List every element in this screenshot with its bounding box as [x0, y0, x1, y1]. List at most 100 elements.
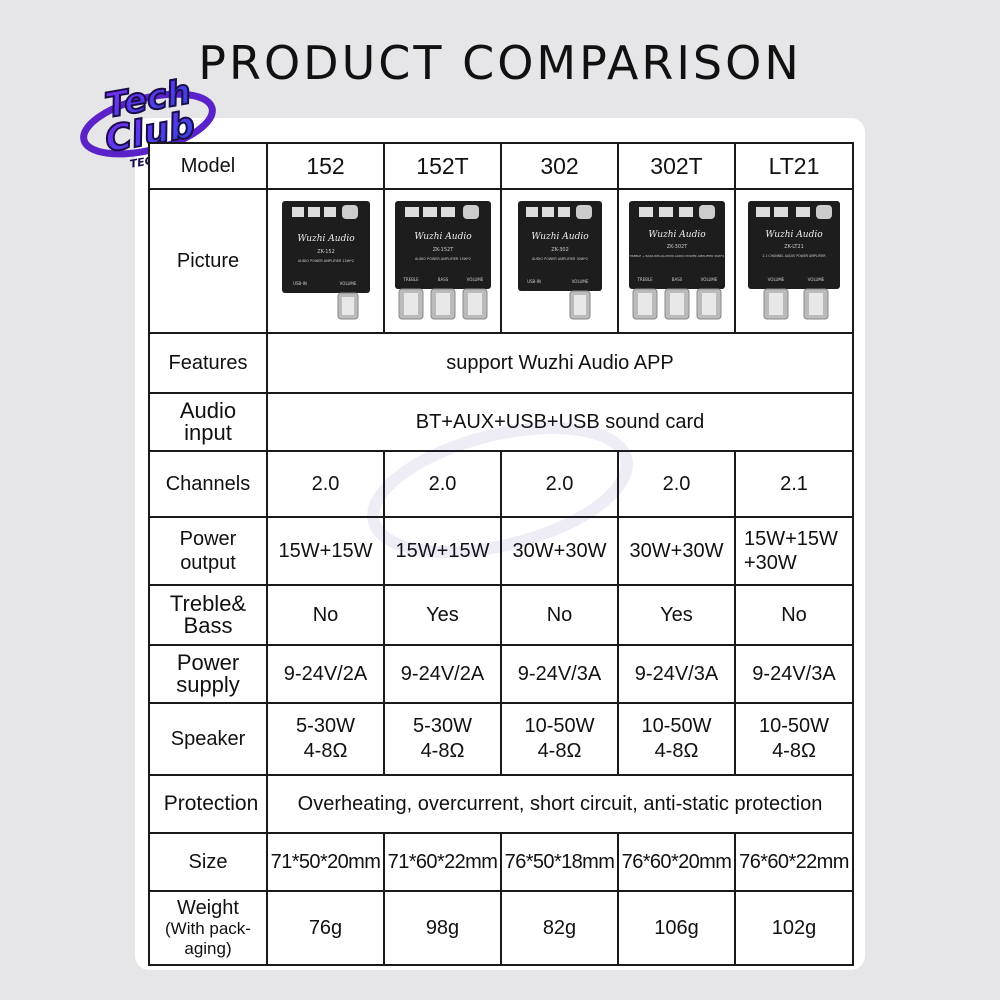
size-value: 71*60*22mm	[383, 832, 502, 892]
amplifier-board-302t-image: Wuzhi Audio ZK-302T TREBLE + BASS REGULA…	[628, 201, 725, 320]
model-302t: 302T	[617, 142, 736, 190]
power-output-value: 30W+30W	[617, 516, 736, 586]
treble-bass-label: Treble& Bass	[148, 584, 268, 646]
row-model: Model 152 152T 302 302T LT21	[148, 142, 854, 190]
svg-text:TREBLE: TREBLE	[402, 277, 419, 282]
weight-value: 98g	[383, 890, 502, 966]
power-output-label: Power output	[148, 516, 268, 586]
size-value: 76*50*18mm	[500, 832, 619, 892]
svg-text:VOLUME: VOLUME	[466, 277, 483, 282]
picture-label: Picture	[148, 188, 268, 334]
svg-text:Wuzhi Audio: Wuzhi Audio	[648, 230, 706, 240]
treble-bass-value: No	[266, 584, 385, 646]
svg-text:TREBLE + BASS REGULATION AUDIO: TREBLE + BASS REGULATION AUDIO POWER AMP…	[628, 254, 724, 258]
channels-value: 2.1	[734, 450, 854, 518]
svg-text:ZK-302T: ZK-302T	[666, 244, 688, 250]
weight-value: 102g	[734, 890, 854, 966]
row-channels: Channels 2.0 2.0 2.0 2.0 2.1	[148, 450, 854, 518]
row-size: Size 71*50*20mm 71*60*22mm 76*50*18mm 76…	[148, 832, 854, 892]
board-152t-cell: Wuzhi Audio ZK-152T AUDIO POWER AMPLIFIE…	[383, 188, 502, 334]
model-152t: 152T	[383, 142, 502, 190]
svg-text:BASS: BASS	[437, 277, 448, 282]
size-value: 71*50*20mm	[266, 832, 385, 892]
svg-text:USB-IN: USB-IN	[293, 281, 307, 286]
treble-bass-value: No	[734, 584, 854, 646]
channels-value: 2.0	[266, 450, 385, 518]
row-protection: Protection Overheating, overcurrent, sho…	[148, 774, 854, 834]
svg-text:AUDIO POWER AMPLIFIER 30W*2: AUDIO POWER AMPLIFIER 30W*2	[531, 257, 587, 261]
svg-text:VOLUME: VOLUME	[571, 279, 588, 284]
svg-text:BASS: BASS	[671, 277, 682, 282]
row-audio-input: Audio input BT+AUX+USB+USB sound card	[148, 392, 854, 452]
speaker-value: 10-50W 4-8Ω	[500, 702, 619, 776]
model-label: Model	[148, 142, 268, 190]
weight-value: 106g	[617, 890, 736, 966]
size-value: 76*60*20mm	[617, 832, 736, 892]
model-302: 302	[500, 142, 619, 190]
power-supply-value: 9-24V/3A	[734, 644, 854, 704]
power-supply-label: Power supply	[148, 644, 268, 704]
svg-text:ZK-152T: ZK-152T	[432, 247, 454, 253]
row-features: Features support Wuzhi Audio APP	[148, 332, 854, 394]
board-152-cell: Wuzhi Audio ZK-152 AUDIO POWER AMPLIFIER…	[266, 188, 385, 334]
svg-text:AUDIO POWER AMPLIFIER 15W*2: AUDIO POWER AMPLIFIER 15W*2	[297, 259, 353, 263]
treble-bass-value: Yes	[383, 584, 502, 646]
row-weight: Weight (With pack-aging) 76g 98g 82g 106g…	[148, 890, 854, 966]
row-picture: Picture Wuzhi Audio ZK-152 AUDIO POWER A…	[148, 188, 854, 334]
weight-value: 76g	[266, 890, 385, 966]
power-supply-value: 9-24V/2A	[266, 644, 385, 704]
treble-bass-value: Yes	[617, 584, 736, 646]
channels-value: 2.0	[500, 450, 619, 518]
svg-text:VOLUME: VOLUME	[339, 281, 356, 286]
audio-input-label: Audio input	[148, 392, 268, 452]
svg-text:VOLUME: VOLUME	[700, 277, 717, 282]
power-output-value: 30W+30W	[500, 516, 619, 586]
board-302t-cell: Wuzhi Audio ZK-302T TREBLE + BASS REGULA…	[617, 188, 736, 334]
svg-text:ZK-LT21: ZK-LT21	[784, 244, 804, 250]
size-label: Size	[148, 832, 268, 892]
board-lt21-cell: Wuzhi Audio ZK-LT21 2.1 CHANNEL AUDIO PO…	[734, 188, 854, 334]
model-152: 152	[266, 142, 385, 190]
power-supply-value: 9-24V/3A	[617, 644, 736, 704]
svg-text:Wuzhi Audio: Wuzhi Audio	[765, 230, 823, 240]
power-output-value: 15W+15W	[383, 516, 502, 586]
power-output-value-lt21: 15W+15W +30W	[734, 516, 854, 586]
svg-text:AUDIO POWER AMPLIFIER 15W*2: AUDIO POWER AMPLIFIER 15W*2	[414, 257, 470, 261]
protection-value: Overheating, overcurrent, short circuit,…	[266, 774, 854, 834]
weight-value: 82g	[500, 890, 619, 966]
svg-text:Wuzhi Audio: Wuzhi Audio	[531, 232, 589, 242]
svg-text:ZK-152: ZK-152	[317, 249, 335, 255]
svg-text:USB-IN: USB-IN	[527, 279, 541, 284]
features-value: support Wuzhi Audio APP	[266, 332, 854, 394]
channels-value: 2.0	[383, 450, 502, 518]
svg-text:ZK-302: ZK-302	[551, 247, 569, 253]
channels-label: Channels	[148, 450, 268, 518]
row-power-output: Power output 15W+15W 15W+15W 30W+30W 30W+…	[148, 516, 854, 586]
speaker-value: 10-50W 4-8Ω	[617, 702, 736, 776]
channels-value: 2.0	[617, 450, 736, 518]
treble-bass-value: No	[500, 584, 619, 646]
speaker-value: 5-30W 4-8Ω	[266, 702, 385, 776]
page-title: PRODUCT COMPARISON	[198, 36, 802, 90]
features-label: Features	[148, 332, 268, 394]
row-treble-bass: Treble& Bass No Yes No Yes No	[148, 584, 854, 646]
svg-text:Wuzhi Audio: Wuzhi Audio	[414, 232, 472, 242]
weight-label: Weight (With pack-aging)	[148, 890, 268, 966]
comparison-table: Model 152 152T 302 302T LT21 Picture Wuz…	[148, 142, 854, 966]
speaker-value: 10-50W 4-8Ω	[734, 702, 854, 776]
protection-label: Protection	[148, 774, 268, 834]
amplifier-board-152t-image: Wuzhi Audio ZK-152T AUDIO POWER AMPLIFIE…	[394, 201, 491, 320]
row-speaker: Speaker 5-30W 4-8Ω 5-30W 4-8Ω 10-50W 4-8Ω 1…	[148, 702, 854, 776]
amplifier-board-lt21-image: Wuzhi Audio ZK-LT21 2.1 CHANNEL AUDIO PO…	[748, 201, 840, 320]
svg-text:VOLUME: VOLUME	[808, 277, 825, 282]
power-supply-value: 9-24V/3A	[500, 644, 619, 704]
model-lt21: LT21	[734, 142, 854, 190]
svg-text:Wuzhi Audio: Wuzhi Audio	[297, 234, 355, 244]
row-power-supply: Power supply 9-24V/2A 9-24V/2A 9-24V/3A 9…	[148, 644, 854, 704]
svg-text:VOLUME: VOLUME	[768, 277, 785, 282]
power-output-value: 15W+15W	[266, 516, 385, 586]
board-302-cell: Wuzhi Audio ZK-302 AUDIO POWER AMPLIFIER…	[500, 188, 619, 334]
size-value: 76*60*22mm	[734, 832, 854, 892]
amplifier-board-152-image: Wuzhi Audio ZK-152 AUDIO POWER AMPLIFIER…	[281, 201, 370, 320]
speaker-label: Speaker	[148, 702, 268, 776]
